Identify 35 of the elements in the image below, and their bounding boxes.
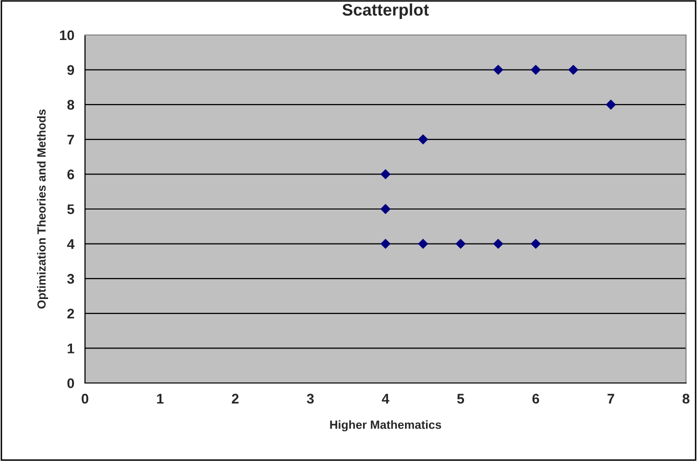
- x-tick-label: 6: [532, 394, 540, 404]
- point: [530, 64, 541, 75]
- point: [418, 238, 428, 249]
- point: [380, 238, 390, 249]
- y-tick-label: 8: [67, 100, 74, 110]
- y-tick-label: 1: [68, 344, 74, 354]
- y-tick-label: 9: [67, 65, 74, 75]
- x-tick-label: 4: [382, 394, 390, 404]
- x-tick-label: 2: [232, 394, 239, 404]
- point: [380, 204, 390, 214]
- y-tick-label: 7: [67, 134, 74, 144]
- point: [418, 134, 428, 144]
- x-tick-label: 8: [682, 394, 690, 404]
- point: [456, 238, 466, 249]
- point: [380, 169, 390, 180]
- x-tick-label: 7: [608, 394, 614, 404]
- y-tick-label: 10: [60, 30, 74, 40]
- point: [530, 238, 541, 249]
- x-tick-label: 5: [457, 394, 464, 404]
- x-tick-label: 1: [157, 394, 164, 404]
- point: [493, 238, 504, 249]
- y-tick-label: 5: [67, 204, 74, 214]
- x-tick-label: 0: [82, 394, 88, 404]
- point: [606, 100, 616, 110]
- y-tick-label: 4: [67, 239, 75, 249]
- chart-title: Scatterplot: [342, 3, 429, 20]
- x-axis-title: Higher Mathematics: [330, 420, 442, 432]
- y-tick-label: 2: [67, 308, 74, 318]
- point: [568, 64, 578, 75]
- x-tick-label: 3: [306, 394, 314, 404]
- y-axis-title: Optimization Theories and Methods: [37, 109, 48, 309]
- y-tick-label: 6: [67, 170, 74, 180]
- y-tick-label: 0: [67, 378, 74, 388]
- point: [493, 64, 504, 75]
- y-tick-label: 3: [67, 274, 74, 284]
